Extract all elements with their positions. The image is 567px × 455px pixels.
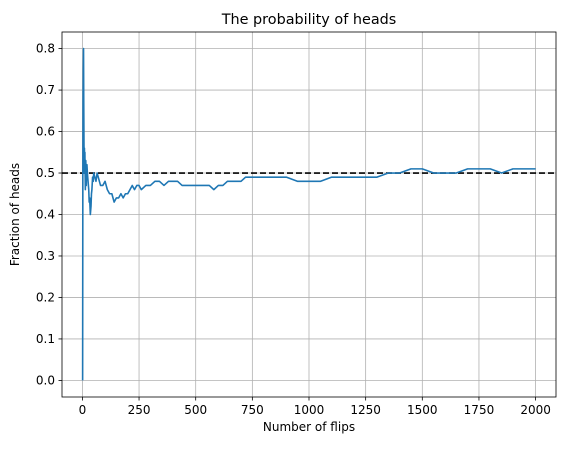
y-tick-label: 0.4 xyxy=(36,208,55,222)
chart-title: The probability of heads xyxy=(221,12,397,28)
y-tick-label: 0.0 xyxy=(36,373,55,387)
series-group xyxy=(81,47,536,381)
x-tick-label: 250 xyxy=(128,403,151,417)
y-axis-label: Fraction of heads xyxy=(8,163,22,266)
grid xyxy=(62,32,556,397)
x-tick-label: 1750 xyxy=(464,403,495,417)
axis-ticks: 0 250 500 750 1000 1250 1500 1750 2000 0.0 0.1 0.2 0… xyxy=(36,42,551,417)
x-tick-label: 1500 xyxy=(407,403,438,417)
x-tick-label: 2000 xyxy=(520,403,551,417)
x-tick-label: 0 xyxy=(79,403,87,417)
x-tick-label: 1250 xyxy=(350,403,381,417)
y-tick-label: 0.7 xyxy=(36,83,55,97)
y-tick-label: 0.5 xyxy=(36,166,55,180)
y-tick-label: 0.8 xyxy=(36,42,55,56)
x-tick-label: 1000 xyxy=(294,403,325,417)
y-tick-label: 0.1 xyxy=(36,332,55,346)
plot-frame xyxy=(61,31,557,398)
x-tick-label: 750 xyxy=(241,403,264,417)
y-tick-label: 0.6 xyxy=(36,125,55,139)
x-axis-label: Number of flips xyxy=(263,420,355,434)
data-series-line xyxy=(81,47,536,381)
x-tick-label: 500 xyxy=(184,403,207,417)
y-tick-label: 0.2 xyxy=(36,290,55,304)
y-tick-label: 0.3 xyxy=(36,249,55,263)
